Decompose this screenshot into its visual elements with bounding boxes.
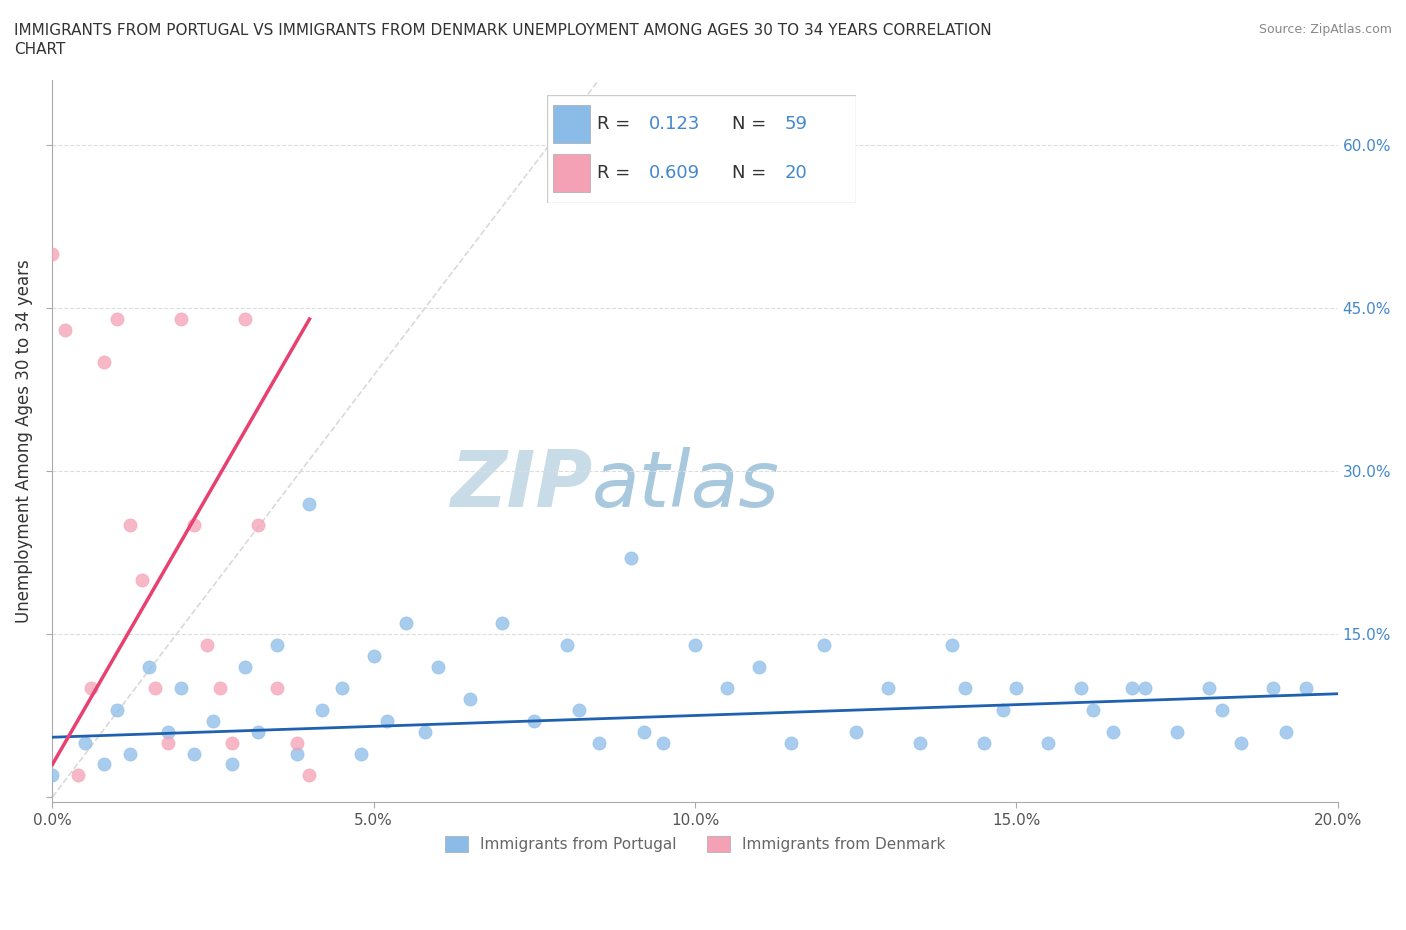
Legend: Immigrants from Portugal, Immigrants from Denmark: Immigrants from Portugal, Immigrants fro… xyxy=(437,829,953,859)
Point xyxy=(1198,681,1220,696)
Point xyxy=(298,768,321,783)
Point xyxy=(73,736,96,751)
Text: CHART: CHART xyxy=(14,42,66,57)
Point xyxy=(375,713,398,728)
Point xyxy=(780,736,803,751)
Point xyxy=(973,736,995,751)
Point xyxy=(298,497,321,512)
Point xyxy=(588,736,610,751)
Point xyxy=(202,713,225,728)
Text: ZIP: ZIP xyxy=(450,446,592,523)
Point xyxy=(195,637,218,652)
Text: Source: ZipAtlas.com: Source: ZipAtlas.com xyxy=(1258,23,1392,36)
Point xyxy=(221,757,243,772)
Point xyxy=(170,681,193,696)
Point xyxy=(247,724,270,739)
Point xyxy=(908,736,931,751)
Point xyxy=(523,713,546,728)
Point xyxy=(620,551,643,565)
Point xyxy=(41,246,63,261)
Point xyxy=(118,518,141,533)
Point xyxy=(1083,703,1105,718)
Point xyxy=(118,746,141,761)
Point xyxy=(183,518,205,533)
Point xyxy=(157,736,180,751)
Point xyxy=(266,681,288,696)
Point xyxy=(491,616,513,631)
Point xyxy=(105,312,128,326)
Point xyxy=(748,659,770,674)
Point xyxy=(876,681,898,696)
Point xyxy=(953,681,976,696)
Point xyxy=(458,692,481,707)
Point xyxy=(285,736,308,751)
Point xyxy=(683,637,706,652)
Point xyxy=(41,768,63,783)
Point xyxy=(1121,681,1143,696)
Point xyxy=(1038,736,1060,751)
Point xyxy=(555,637,578,652)
Point xyxy=(813,637,835,652)
Point xyxy=(651,736,673,751)
Point xyxy=(1005,681,1028,696)
Point xyxy=(80,681,103,696)
Text: IMMIGRANTS FROM PORTUGAL VS IMMIGRANTS FROM DENMARK UNEMPLOYMENT AMONG AGES 30 T: IMMIGRANTS FROM PORTUGAL VS IMMIGRANTS F… xyxy=(14,23,991,38)
Point xyxy=(1101,724,1123,739)
Point xyxy=(330,681,353,696)
Point xyxy=(233,659,256,674)
Point xyxy=(183,746,205,761)
Point xyxy=(1295,681,1317,696)
Point xyxy=(845,724,868,739)
Point xyxy=(170,312,193,326)
Point xyxy=(93,757,115,772)
Point xyxy=(350,746,373,761)
Y-axis label: Unemployment Among Ages 30 to 34 years: Unemployment Among Ages 30 to 34 years xyxy=(15,259,32,623)
Point xyxy=(1070,681,1092,696)
Point xyxy=(221,736,243,751)
Point xyxy=(427,659,450,674)
Point xyxy=(363,648,385,663)
Point xyxy=(1211,703,1233,718)
Point xyxy=(1275,724,1298,739)
Point xyxy=(1166,724,1188,739)
Point xyxy=(568,703,591,718)
Point xyxy=(413,724,436,739)
Text: atlas: atlas xyxy=(592,446,780,523)
Point xyxy=(247,518,270,533)
Point xyxy=(67,768,90,783)
Point xyxy=(233,312,256,326)
Point xyxy=(105,703,128,718)
Point xyxy=(716,681,738,696)
Point xyxy=(311,703,333,718)
Point xyxy=(157,724,180,739)
Point xyxy=(53,323,76,338)
Point xyxy=(138,659,160,674)
Point xyxy=(143,681,166,696)
Point xyxy=(285,746,308,761)
Point xyxy=(633,724,655,739)
Point xyxy=(1133,681,1156,696)
Point xyxy=(993,703,1015,718)
Point xyxy=(1230,736,1253,751)
Point xyxy=(208,681,231,696)
Point xyxy=(131,572,153,587)
Point xyxy=(941,637,963,652)
Point xyxy=(395,616,418,631)
Point xyxy=(1263,681,1285,696)
Point xyxy=(93,355,115,370)
Point xyxy=(266,637,288,652)
